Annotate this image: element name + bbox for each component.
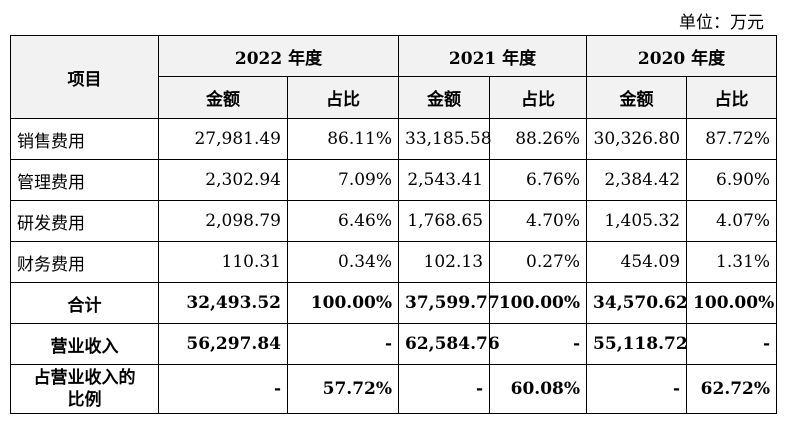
table-cell: 110.31 [158, 241, 288, 283]
header-row-sub: 金额 占比 金额 占比 金额 占比 [11, 76, 778, 119]
total-row: 合计 32,493.52 100.00% 37,599.77 100.00% 3… [10, 282, 778, 324]
table-cell: 2,098.79 [158, 200, 288, 242]
table-row: 财务费用 110.31 0.34% 102.13 0.27% 454.09 1.31% [10, 241, 778, 283]
year-header: 2021 年度 [398, 35, 588, 77]
table-cell: 86.11% [286, 118, 400, 160]
table-cell: 1.31% [686, 241, 778, 283]
table-cell: 0.34% [286, 241, 400, 283]
table-row: 销售费用 27,981.49 86.11% 33,185.58 88.26% 30,326… [10, 118, 778, 160]
table-cell: 33,185.58 [398, 118, 492, 160]
table-cell: 100.00% [489, 282, 588, 324]
table-cell: 6.90% [686, 159, 778, 201]
row-label: 研发费用 [10, 200, 159, 242]
table-cell: 102.13 [398, 241, 491, 283]
revenue-row: 营业收入 56,297.84 - 62,584.76 - 55,118.72 - [10, 323, 778, 365]
table-body: 销售费用 27,981.49 86.11% 33,185.58 88.26% 30,326… [10, 118, 778, 283]
table-cell: 87.72% [686, 118, 778, 160]
amount-header: 金额 [586, 76, 688, 119]
table-row: 管理费用 2,302.94 7.09% 2,543.41 6.76% 2,384.42 6.… [10, 159, 778, 201]
ratio-header: 占比 [489, 76, 588, 119]
table-cell: 2,302.94 [158, 159, 288, 201]
unit-label: 单位：万元 [679, 13, 764, 33]
table-cell: 7.09% [286, 159, 400, 201]
row-label: 合计 [10, 282, 159, 324]
table-cell: 454.09 [586, 241, 688, 283]
amount-header: 金额 [158, 76, 288, 119]
amount-header: 金额 [398, 76, 491, 119]
table-cell: 2,384.42 [586, 159, 688, 201]
table-cell: 62.72% [686, 364, 778, 414]
table-cell: 60.08% [489, 364, 588, 414]
table-cell: 100.00% [686, 282, 778, 324]
table-cell: 100.00% [286, 282, 400, 324]
table-cell: 34,570.62 [586, 282, 688, 324]
table-cell: 1,405.32 [586, 200, 688, 242]
header-row-years: 项目 2022 年度 2021 年度 2020 年度 [10, 35, 778, 119]
table-cell: 4.07% [686, 200, 778, 242]
row-label: 占营业收入的 比例 [10, 364, 159, 414]
table-cell: 6.46% [286, 200, 400, 242]
table-row: 研发费用 2,098.79 6.46% 1,768.65 4.70% 1,405.32 4.… [10, 200, 778, 242]
year-header: 2020 年度 [586, 35, 778, 77]
row-label-line1: 占营业收入的 [33, 368, 136, 388]
table-cell: 32,493.52 [158, 282, 288, 324]
table-cell: 57.72% [286, 364, 400, 414]
table-cell: - [686, 323, 778, 365]
year-header: 2022 年度 [157, 35, 400, 77]
row-label: 管理费用 [10, 159, 159, 201]
table-cell: - [286, 323, 400, 365]
row-label: 销售费用 [10, 118, 159, 160]
table-cell: 30,326.80 [586, 118, 688, 160]
ratio-row: 占营业收入的 比例 - 57.72% - 60.08% - 62.72% [10, 364, 778, 414]
row-label: 营业收入 [10, 323, 159, 365]
table-cell: 2,543.41 [398, 159, 491, 201]
table-cell: 27,981.49 [158, 118, 288, 160]
table-cell: - [398, 364, 491, 414]
row-label: 财务费用 [10, 241, 159, 283]
table-cell: 4.70% [489, 200, 588, 242]
item-header: 项目 [10, 35, 159, 119]
table-cell: 37,599.77 [398, 282, 500, 324]
table-cell: - [586, 364, 688, 414]
row-label-line2: 比例 [67, 390, 102, 410]
table-cell: 1,768.65 [398, 200, 491, 242]
table-cell: - [489, 323, 588, 365]
table-cell: 62,584.76 [398, 323, 500, 365]
table-cell: 88.26% [489, 118, 588, 160]
table-cell: - [158, 364, 288, 414]
table-cell: 55,118.72 [586, 323, 688, 365]
table-cell: 0.27% [489, 241, 588, 283]
table-cell: 56,297.84 [158, 323, 288, 365]
table-cell: 6.76% [489, 159, 588, 201]
ratio-header: 占比 [286, 76, 400, 119]
expense-table: 项目 2022 年度 2021 年度 2020 年度 金额 占比 金额 占比 金… [10, 35, 778, 414]
ratio-header: 占比 [686, 76, 778, 119]
